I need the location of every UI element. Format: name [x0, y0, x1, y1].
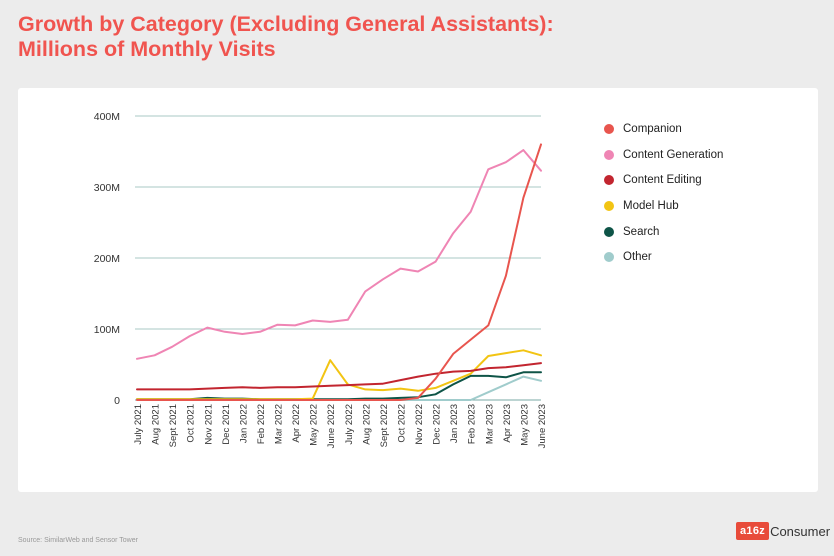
x-tick-label: Dec 2021 [221, 404, 232, 445]
x-tick-label: Feb 2023 [467, 404, 478, 444]
x-tick-label: Jan 2023 [449, 404, 460, 443]
legend-label: Content Generation [623, 148, 724, 161]
x-tick-label: Aug 2021 [151, 404, 162, 445]
legend: Companion Content Generation Content Editi… [604, 116, 723, 270]
x-tick-label: Oct 2022 [396, 404, 407, 443]
legend-label: Companion [623, 122, 682, 135]
chart-title-line-1: Growth by Category (Excluding General As… [18, 12, 554, 36]
series-lines [136, 143, 542, 401]
x-tick-label: May 2022 [309, 404, 320, 446]
y-tick-label: 100M [94, 324, 120, 336]
y-tick-label: 400M [94, 111, 120, 123]
chart-card [18, 88, 818, 492]
brand-name: Consumer [770, 523, 831, 539]
x-tick-label: Aug 2022 [361, 404, 372, 445]
legend-label: Model Hub [623, 199, 679, 212]
x-tick-label: June 2022 [326, 404, 337, 448]
x-tick-label: Nov 2021 [203, 404, 214, 445]
x-tick-label: Feb 2022 [256, 404, 267, 444]
legend-swatch [604, 252, 614, 263]
series-line-companion [136, 143, 542, 401]
grid-lines [135, 115, 541, 401]
x-tick-label: May 2023 [519, 404, 530, 446]
legend-item: Other [604, 244, 723, 270]
a16z-logo: a16z [736, 522, 770, 540]
x-tick-label: Mar 2023 [484, 404, 495, 444]
legend-swatch [604, 200, 614, 211]
y-tick-label: 200M [94, 253, 120, 265]
source-note: Source: SimilarWeb and Sensor Tower [18, 537, 138, 544]
x-tick-label: July 2022 [344, 404, 355, 445]
legend-item: Model Hub [604, 193, 723, 219]
x-tick-label: Oct 2021 [186, 404, 197, 443]
x-tick-label: June 2023 [537, 404, 548, 448]
x-tick-label: Dec 2022 [432, 404, 443, 445]
legend-swatch [604, 149, 614, 160]
legend-label: Other [623, 251, 652, 264]
x-tick-label: Sept 2022 [379, 404, 390, 447]
series-line-model-hub [136, 349, 542, 401]
x-tick-label: July 2021 [133, 404, 144, 445]
series-line-content-editing [136, 362, 542, 391]
legend-label: Content Editing [623, 174, 702, 187]
legend-swatch [604, 175, 614, 186]
legend-item: Companion [604, 116, 723, 142]
x-tick-label: Apr 2023 [502, 404, 513, 443]
x-tick-label: Apr 2022 [291, 404, 302, 443]
legend-item: Content Editing [604, 167, 723, 193]
brand-logo: a16z Consumer [736, 522, 830, 540]
y-axis-ticks: 0 100M 200M 300M 400M [94, 111, 120, 407]
legend-swatch [604, 123, 614, 134]
y-tick-label: 0 [114, 395, 120, 407]
y-tick-label: 300M [94, 182, 120, 194]
x-tick-label: Mar 2022 [274, 404, 285, 444]
x-tick-label: Jan 2022 [238, 404, 249, 443]
chart-title: Growth by Category (Excluding General As… [18, 12, 554, 62]
chart-title-line-2: Millions of Monthly Visits [18, 37, 276, 61]
legend-label: Search [623, 225, 660, 238]
legend-swatch [604, 226, 614, 237]
legend-item: Search [604, 219, 723, 245]
series-line-content-generation [136, 149, 542, 360]
x-tick-label: Sept 2021 [168, 404, 179, 447]
x-tick-label: Nov 2022 [414, 404, 425, 445]
legend-item: Content Generation [604, 142, 723, 168]
x-axis-ticks: July 2021 Aug 2021 Sept 2021 Oct 2021 Nov 20… [133, 404, 548, 448]
